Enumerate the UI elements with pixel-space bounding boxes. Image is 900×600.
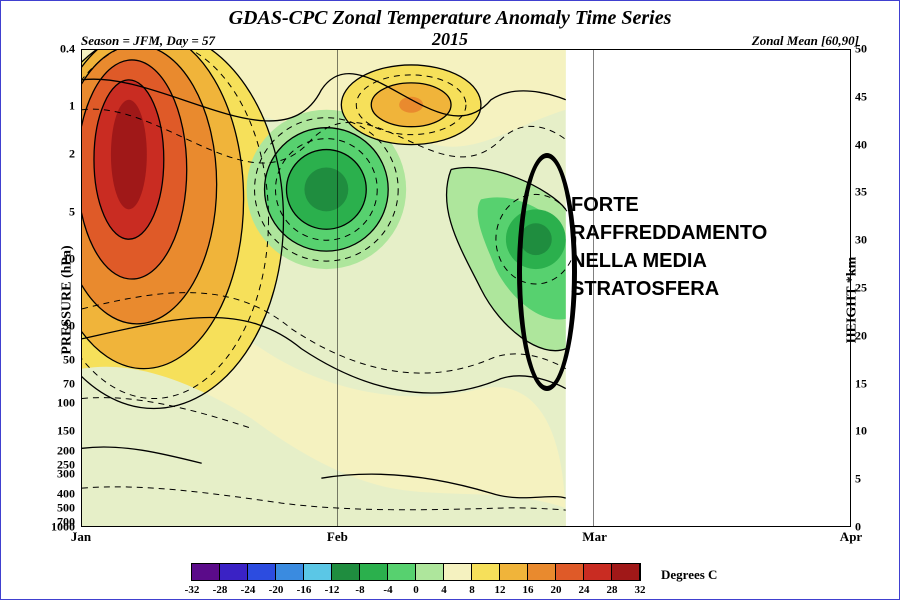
colorbar-cell	[192, 564, 220, 580]
y-tick-right: 10	[855, 424, 867, 439]
y-tick-right: 5	[855, 472, 861, 487]
colorbar-tick: -16	[297, 584, 312, 596]
y-tick-left: 5	[35, 204, 75, 219]
colorbar-tick: -28	[213, 584, 228, 596]
y-tick-right: 30	[855, 233, 867, 248]
annotation-text: FORTERAFFREDDAMENTONELLA MEDIASTRATOSFER…	[571, 191, 767, 303]
colorbar-tick: -12	[325, 584, 340, 596]
y-tick-left: 500	[35, 500, 75, 515]
y-tick-left: 150	[35, 424, 75, 439]
y-tick-left: 1	[35, 99, 75, 114]
colorbar-cell	[472, 564, 500, 580]
y-tick-left: 70	[35, 376, 75, 391]
y-tick-right: 35	[855, 185, 867, 200]
y-tick-right: 25	[855, 281, 867, 296]
chart-title: GDAS-CPC Zonal Temperature Anomaly Time …	[229, 7, 672, 30]
y-tick-right: 50	[855, 42, 867, 57]
colorbar-tick: 24	[579, 584, 590, 596]
colorbar-tick: 32	[635, 584, 646, 596]
colorbar-label: Degrees C	[661, 567, 717, 583]
y-tick-left: 10	[35, 252, 75, 267]
colorbar-cell	[500, 564, 528, 580]
colorbar-cell	[584, 564, 612, 580]
chart-container: GDAS-CPC Zonal Temperature Anomaly Time …	[1, 1, 899, 599]
colorbar-cell	[388, 564, 416, 580]
colorbar-tick: -20	[269, 584, 284, 596]
y-tick-left: 30	[35, 319, 75, 334]
colorbar-cell	[612, 564, 640, 580]
colorbar-cell	[248, 564, 276, 580]
colorbar-cell	[360, 564, 388, 580]
colorbar-tick: 12	[495, 584, 506, 596]
colorbar-tick: 0	[413, 584, 419, 596]
y-tick-left: 2	[35, 147, 75, 162]
y-tick-right: 40	[855, 137, 867, 152]
colorbar: -32-28-24-20-16-12-8-4048121620242832	[191, 563, 641, 581]
colorbar-cell	[528, 564, 556, 580]
colorbar-tick: -8	[355, 584, 364, 596]
annotation-ellipse	[517, 153, 577, 391]
colorbar-tick: -32	[185, 584, 200, 596]
y-tick-right: 20	[855, 328, 867, 343]
x-tick: Jan	[71, 529, 91, 545]
colorbar-tick: -24	[241, 584, 256, 596]
chart-subtitle-center: 2015	[432, 29, 468, 50]
y-tick-left: 1000	[35, 520, 75, 535]
colorbar-cell	[304, 564, 332, 580]
colorbar-cell	[416, 564, 444, 580]
colorbar-tick: 4	[441, 584, 447, 596]
y-tick-left: 400	[35, 486, 75, 501]
chart-subtitle-right: Zonal Mean [60,90]	[752, 33, 859, 49]
colorbar-cell	[444, 564, 472, 580]
colorbar-cell	[556, 564, 584, 580]
colorbar-tick: 16	[523, 584, 534, 596]
y-tick-right: 15	[855, 376, 867, 391]
x-tick: Feb	[327, 529, 348, 545]
colorbar-tick: 20	[551, 584, 562, 596]
colorbar-tick: -4	[383, 584, 392, 596]
colorbar-cell	[276, 564, 304, 580]
y-tick-left: 50	[35, 352, 75, 367]
y-tick-left: 0.4	[35, 42, 75, 57]
x-tick: Apr	[840, 529, 862, 545]
colorbar-cell	[332, 564, 360, 580]
colorbar-tick: 8	[469, 584, 475, 596]
y-tick-left: 300	[35, 467, 75, 482]
colorbar-cell	[220, 564, 248, 580]
chart-subtitle-left: Season = JFM, Day = 57	[81, 33, 215, 49]
x-tick: Mar	[582, 529, 607, 545]
y-tick-right: 45	[855, 89, 867, 104]
y-tick-left: 100	[35, 395, 75, 410]
colorbar-tick: 28	[607, 584, 618, 596]
y-tick-left: 200	[35, 443, 75, 458]
